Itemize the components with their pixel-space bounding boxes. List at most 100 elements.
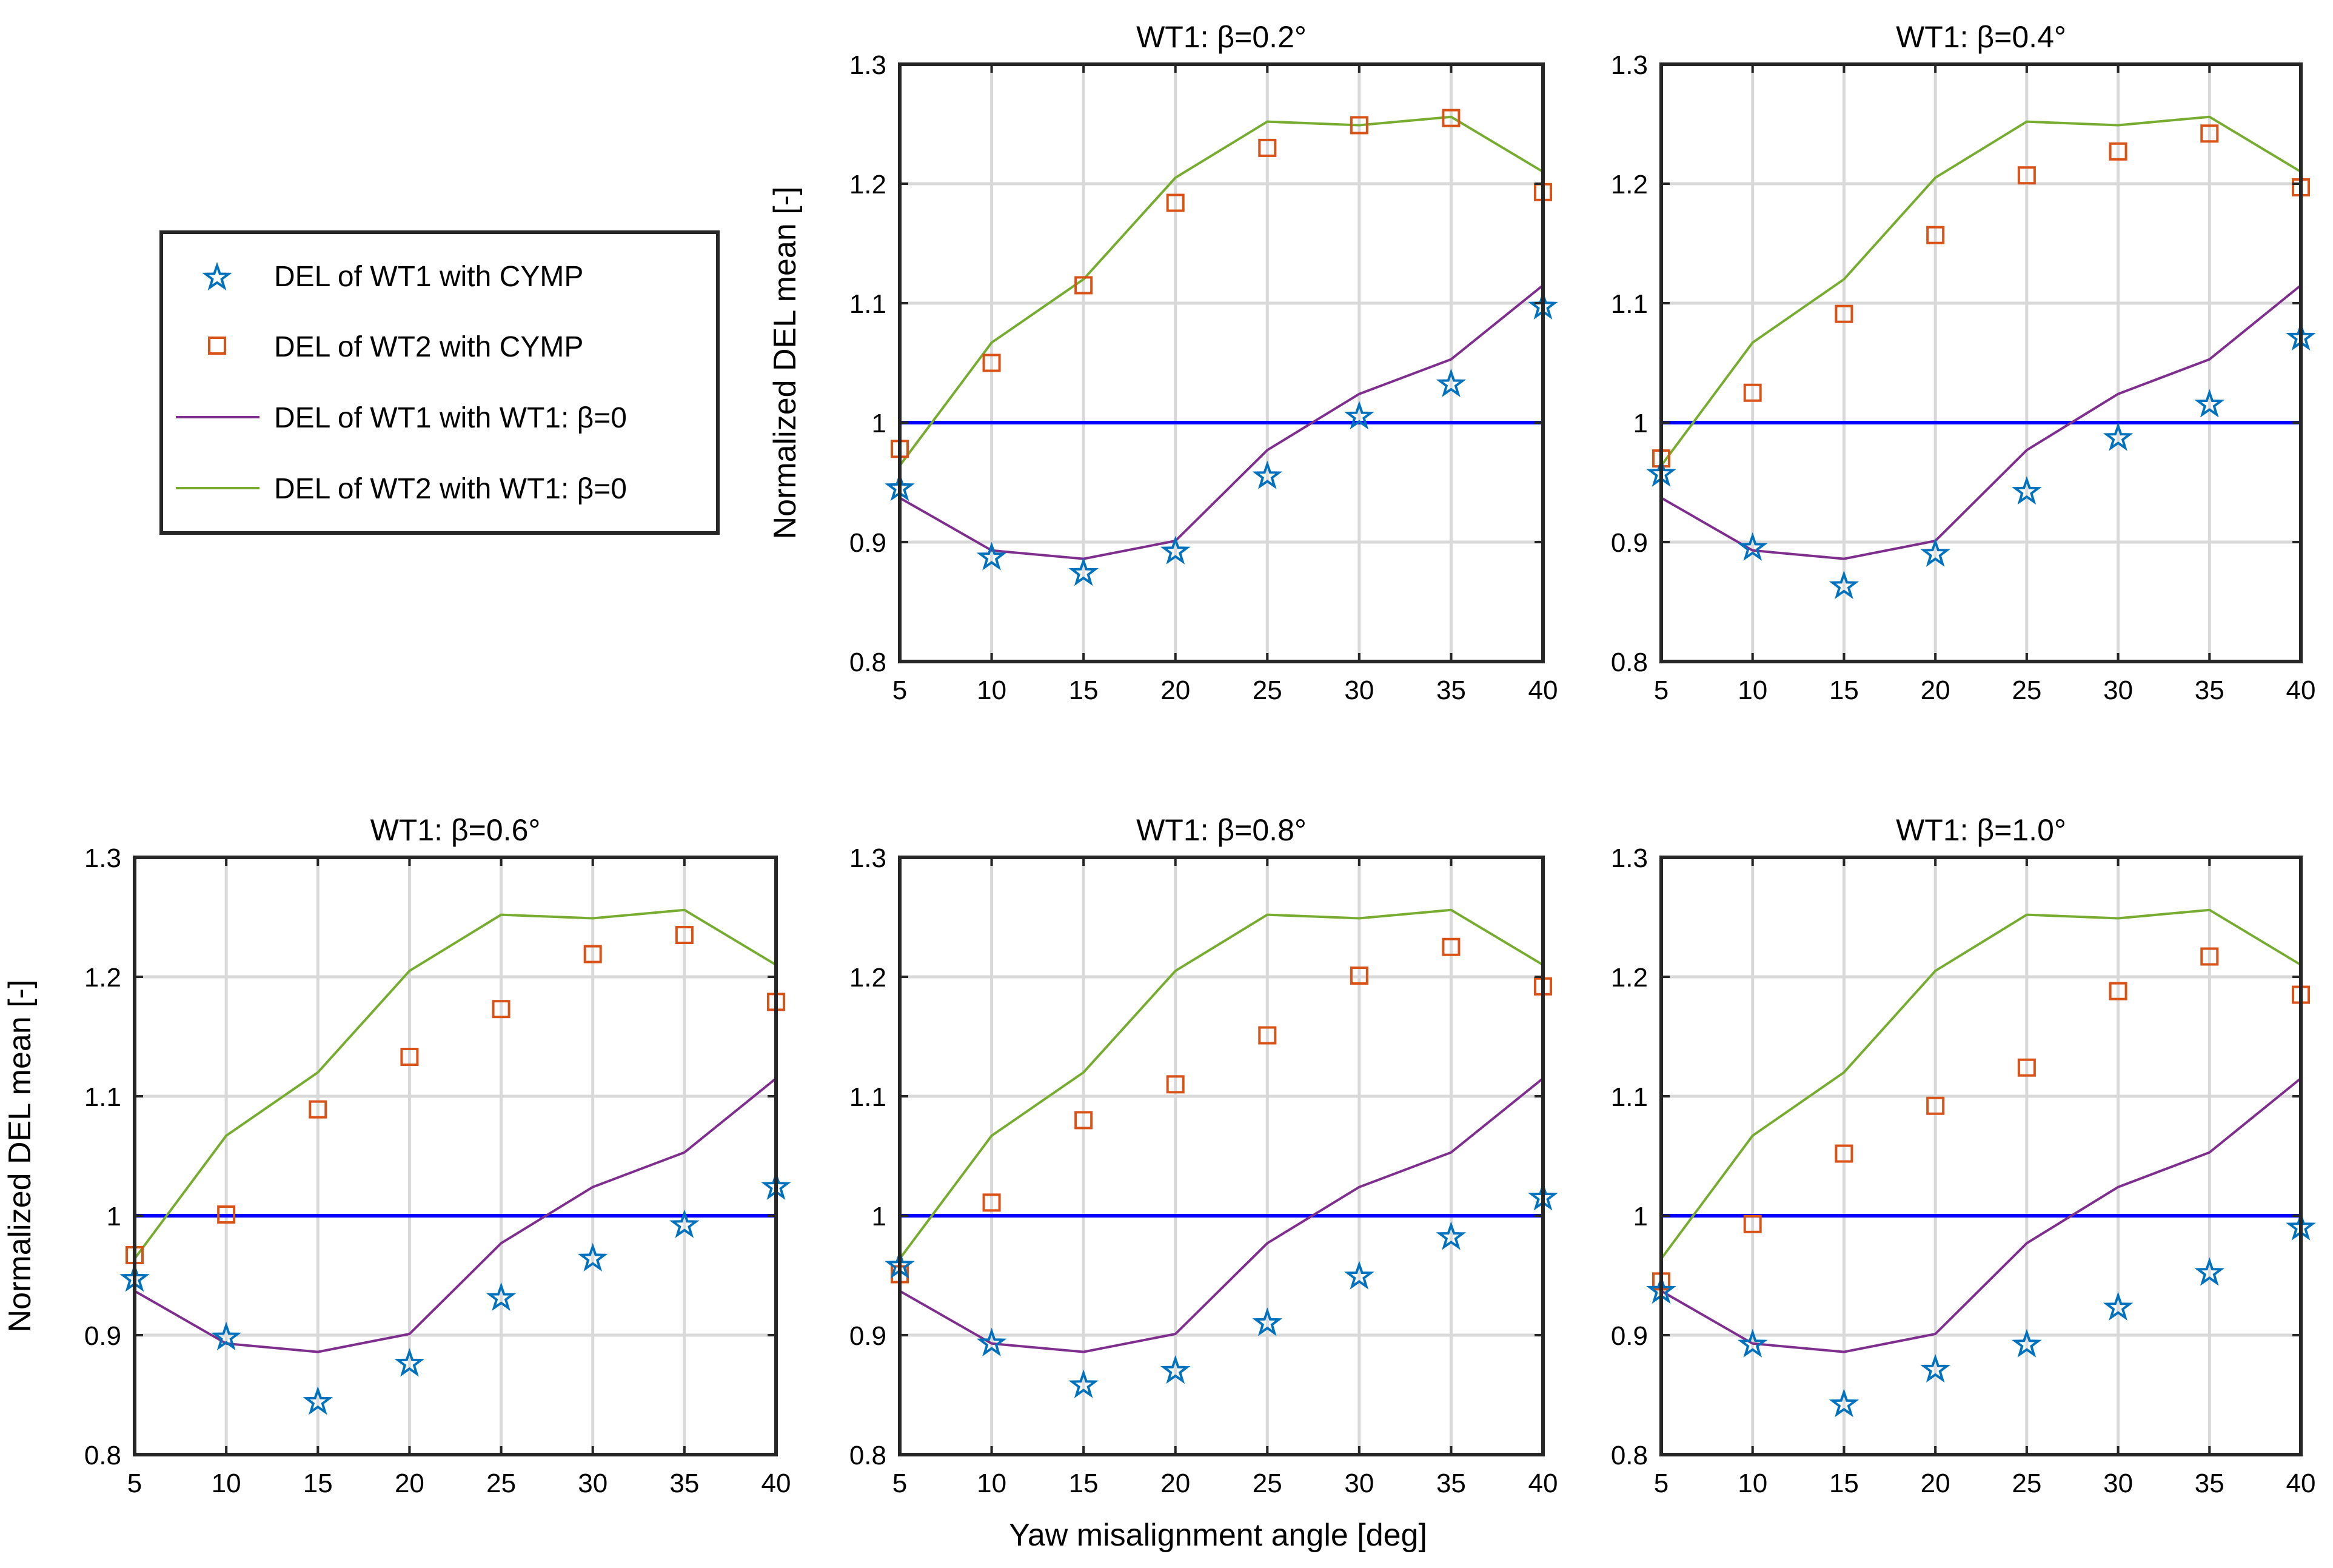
axes-box: [898, 856, 1545, 1456]
data-point-square: [2017, 1058, 2036, 1077]
data-point-square: [1743, 383, 1762, 402]
y-tick-label: 1.2: [849, 963, 886, 993]
legend-entry-wt2-cymp: DEL of WT2 with CYMP: [208, 331, 583, 363]
y-tick-label: 0.8: [849, 648, 886, 677]
x-tick-label: 40: [2286, 675, 2316, 705]
data-point-square: [2017, 166, 2036, 185]
x-tick-label: 20: [1160, 675, 1190, 705]
data-point-square: [1926, 1096, 1945, 1115]
data-point-star: [1920, 1353, 1951, 1383]
x-tick-label: 10: [977, 1469, 1006, 1498]
data-point-square: [2109, 142, 2127, 161]
y-tick-label: 0.9: [849, 1321, 886, 1351]
axes-box: [133, 856, 778, 1456]
x-tick-label: 25: [1253, 675, 1282, 705]
x-tick-label: 30: [1344, 1469, 1374, 1498]
x-tick-label: 40: [2286, 1469, 2316, 1498]
subplot-3: 5 10 15 20 25 30 35 40 0.8 0.9 1 1.1 1.2 1.3 WT1: β=0.…: [2, 813, 791, 1498]
legend-label: DEL of WT2 with CYMP: [274, 331, 583, 363]
panel-title: WT1: β=1.0°: [1896, 813, 2066, 847]
axes-box: [1659, 62, 2303, 663]
data-point-star: [394, 1348, 425, 1377]
x-tick-label: 5: [127, 1469, 142, 1498]
square-marker-icon: [208, 337, 226, 355]
x-tick-label: 5: [1654, 1469, 1669, 1498]
y-tick-label: 1: [107, 1202, 121, 1231]
data-point-square: [492, 1000, 510, 1019]
data-point-star: [669, 1209, 700, 1238]
data-point-square: [217, 1205, 236, 1224]
subplot-4: 5 10 15 20 25 30 35 40 0.8 0.9 1 1.1 1.2 1.3 WT1: β=0.…: [849, 813, 1558, 1498]
data-point-star: [976, 1327, 1007, 1356]
y-tick-label: 1.3: [849, 843, 886, 873]
data-point-star: [1252, 1307, 1283, 1336]
data-point-star: [1436, 368, 1467, 397]
data-point-star: [1068, 557, 1099, 586]
y-tick-label: 0.9: [1611, 528, 1648, 558]
x-tick-label: 5: [892, 675, 907, 705]
x-tick-label: 30: [2103, 1469, 2133, 1498]
x-tick-label: 30: [2103, 675, 2133, 705]
data-point-square: [1442, 109, 1461, 127]
panel-title: WT1: β=0.8°: [1136, 813, 1307, 847]
star-marker: [202, 261, 232, 291]
y-tick-label: 0.8: [1611, 1441, 1648, 1470]
data-point-square: [1074, 1111, 1093, 1130]
x-tick-label: 35: [1436, 675, 1466, 705]
y-tick-label: 0.9: [1611, 1321, 1648, 1351]
y-tick-label: 0.8: [84, 1441, 121, 1470]
data-point-star: [1737, 532, 1768, 561]
y-tick-label: 1: [872, 409, 886, 438]
x-tick-label: 25: [2012, 675, 2041, 705]
series-line-wt1-baseline: [899, 1077, 1544, 1353]
data-point-square: [1743, 1215, 1762, 1233]
data-point-star: [2011, 476, 2042, 505]
data-point-square: [1350, 967, 1368, 985]
x-tick-label: 25: [486, 1469, 516, 1498]
data-point-star: [211, 1321, 242, 1351]
y-tick-label: 1: [1633, 1202, 1648, 1231]
data-point-square: [2200, 947, 2219, 966]
y-tick-label: 1.3: [1611, 50, 1648, 80]
series-line-wt1-baseline: [134, 1077, 777, 1353]
series-line-wt2-baseline: [1660, 908, 2302, 1260]
x-tick-label: 15: [1069, 1469, 1099, 1498]
series-wt1-cymp: [885, 290, 1558, 586]
x-tick-label: 40: [761, 1469, 791, 1498]
y-tick-label: 1.1: [849, 289, 886, 319]
data-point-square: [400, 1047, 419, 1066]
data-point-star: [1252, 460, 1283, 489]
data-point-square: [1835, 1144, 1853, 1163]
series-wt2-cymp: [1652, 124, 2310, 468]
plot-area: [1661, 857, 2301, 1455]
star-marker-icon: [202, 261, 232, 291]
panel-title: WT1: β=0.2°: [1136, 20, 1307, 54]
y-tick-label: 1: [872, 1202, 886, 1231]
panel-title: WT1: β=0.6°: [370, 813, 541, 847]
data-point-square: [982, 1193, 1001, 1212]
data-point-star: [976, 541, 1007, 571]
data-point-star: [1436, 1221, 1467, 1250]
x-tick-label: 40: [1528, 675, 1558, 705]
y-tick-label: 1.1: [849, 1082, 886, 1112]
y-tick-label: 1.2: [1611, 170, 1648, 199]
series-line-wt1-baseline: [1661, 1077, 2302, 1353]
data-point-star: [1344, 1261, 1374, 1290]
series-wt2-cymp: [891, 109, 1552, 458]
x-tick-label: 20: [1921, 675, 1950, 705]
data-point-square: [982, 353, 1001, 372]
data-point-square: [1166, 193, 1185, 212]
y-tick-label: 0.9: [84, 1321, 121, 1351]
series-wt1-cymp: [1646, 1211, 2316, 1418]
y-tick-label: 1.3: [849, 50, 886, 80]
y-tick-label: 1.2: [849, 170, 886, 199]
subplot-1: 5 10 15 20 25 30 35 40 0.8 0.9 1 1.1 1.2 1.3 WT1: β=0.…: [768, 20, 1558, 705]
legend: DEL of WT1 with CYMP DEL of WT2 with CYM…: [159, 230, 720, 535]
axes-box: [1659, 856, 2303, 1456]
axes-box: [898, 62, 1545, 663]
x-tick-label: 20: [1921, 1469, 1950, 1498]
series-line-wt1-baseline: [1661, 284, 2302, 560]
data-point-star: [1829, 1389, 1859, 1418]
